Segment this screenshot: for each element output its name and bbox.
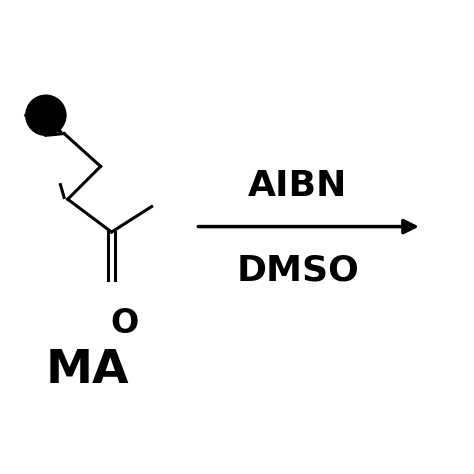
Text: O: O: [110, 307, 138, 340]
Text: AIBN: AIBN: [248, 169, 347, 203]
Text: MA: MA: [46, 347, 129, 392]
Text: DMSO: DMSO: [236, 254, 359, 288]
Circle shape: [26, 95, 66, 136]
